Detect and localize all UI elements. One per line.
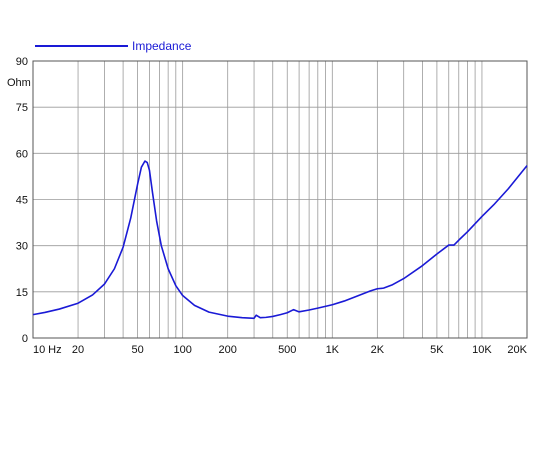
x-tick-label: 5K bbox=[430, 344, 444, 356]
y-tick-label: 30 bbox=[16, 241, 28, 253]
impedance-line bbox=[32, 160, 528, 320]
legend: Impedance bbox=[35, 39, 192, 53]
x-tick-label: 200 bbox=[219, 344, 237, 356]
x-tick-label: 500 bbox=[278, 344, 296, 356]
x-tick-label: 10K bbox=[472, 344, 492, 356]
y-tick-label: 60 bbox=[16, 148, 28, 160]
y-axis-label: Ohm bbox=[7, 77, 31, 89]
y-tick-label: 75 bbox=[16, 102, 28, 114]
y-tick-label: 90 bbox=[16, 56, 28, 68]
y-tick-label: 0 bbox=[22, 333, 28, 345]
legend-label-impedance: Impedance bbox=[132, 39, 192, 53]
x-tick-label: 10 bbox=[33, 344, 45, 356]
x-tick-label: 2K bbox=[371, 344, 385, 356]
x-tick-label: 100 bbox=[173, 344, 191, 356]
y-tick-label: 45 bbox=[16, 195, 28, 207]
x-tick-label: 50 bbox=[131, 344, 143, 356]
y-axis-ticks: 0 15 30 45 60 75 90 bbox=[16, 56, 28, 345]
x-tick-label: 20 bbox=[72, 344, 84, 356]
grid bbox=[33, 61, 527, 338]
plot-frame bbox=[32, 60, 528, 339]
x-tick-label: 1K bbox=[326, 344, 340, 356]
x-tick-label: 20K bbox=[507, 344, 527, 356]
x-axis-unit-label: Hz bbox=[48, 344, 61, 356]
y-tick-label: 15 bbox=[16, 287, 28, 299]
x-axis-ticks: 10 20 50 100 200 500 1K 2K 5K 10K 20K bbox=[33, 344, 528, 356]
